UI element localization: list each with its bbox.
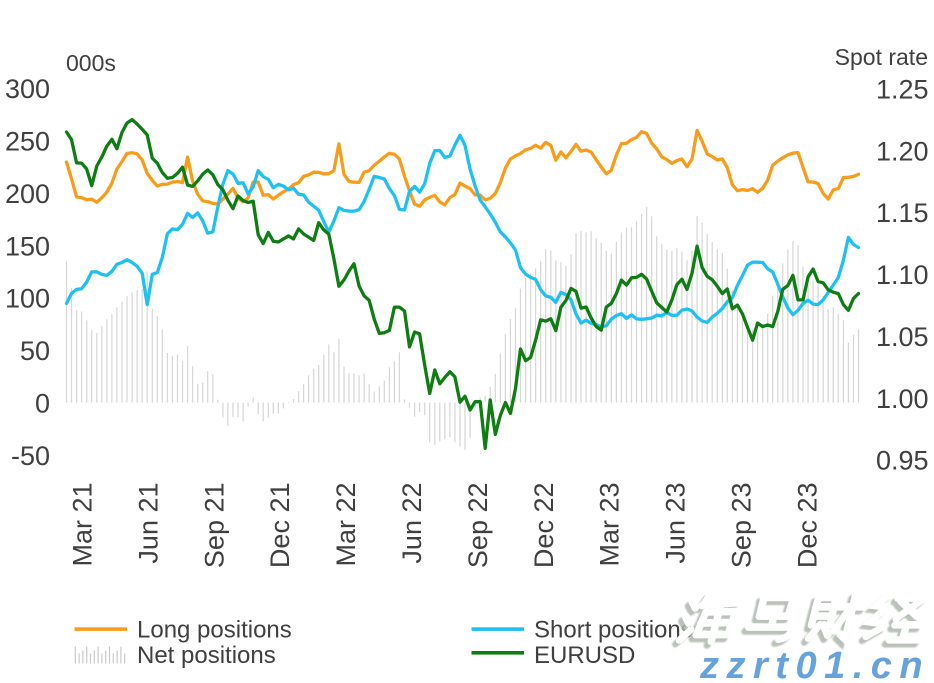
svg-text:Dec 22: Dec 22 <box>529 483 559 569</box>
svg-text:000s: 000s <box>66 50 116 76</box>
svg-text:50: 50 <box>20 336 50 366</box>
svg-text:1.10: 1.10 <box>876 260 929 290</box>
svg-text:1.15: 1.15 <box>876 198 929 228</box>
svg-text:300: 300 <box>5 74 50 104</box>
svg-text:1.20: 1.20 <box>876 136 929 166</box>
svg-text:200: 200 <box>5 179 50 209</box>
svg-text:Dec 21: Dec 21 <box>265 483 295 569</box>
svg-text:Sep 21: Sep 21 <box>199 483 229 569</box>
svg-text:1.25: 1.25 <box>876 75 929 105</box>
svg-text:150: 150 <box>5 231 50 261</box>
svg-text:Jun 23: Jun 23 <box>661 483 691 564</box>
svg-text:Mar 23: Mar 23 <box>595 483 625 567</box>
svg-text:Mar 22: Mar 22 <box>331 483 361 567</box>
svg-text:0.95: 0.95 <box>876 446 929 476</box>
svg-text:Jun 22: Jun 22 <box>397 483 427 564</box>
svg-text:Net positions: Net positions <box>137 642 276 669</box>
svg-text:1.05: 1.05 <box>876 322 929 352</box>
svg-text:Sep 23: Sep 23 <box>727 483 757 569</box>
svg-text:Spot rate: Spot rate <box>835 44 928 70</box>
svg-text:100: 100 <box>5 284 50 314</box>
svg-text:zzrt01.cn: zzrt01.cn <box>699 645 930 683</box>
svg-text:Long positions: Long positions <box>137 617 292 644</box>
svg-text:0: 0 <box>35 388 50 418</box>
svg-text:Jun 21: Jun 21 <box>133 483 163 564</box>
svg-text:Dec 23: Dec 23 <box>792 483 822 569</box>
svg-text:-50: -50 <box>11 441 50 471</box>
svg-text:Mar 21: Mar 21 <box>68 483 98 567</box>
svg-text:1.00: 1.00 <box>876 384 929 414</box>
svg-text:Sep 22: Sep 22 <box>463 483 493 569</box>
svg-text:250: 250 <box>5 127 50 157</box>
svg-text:Short positions: Short positions <box>534 617 693 644</box>
svg-text:EURUSD: EURUSD <box>534 642 635 669</box>
